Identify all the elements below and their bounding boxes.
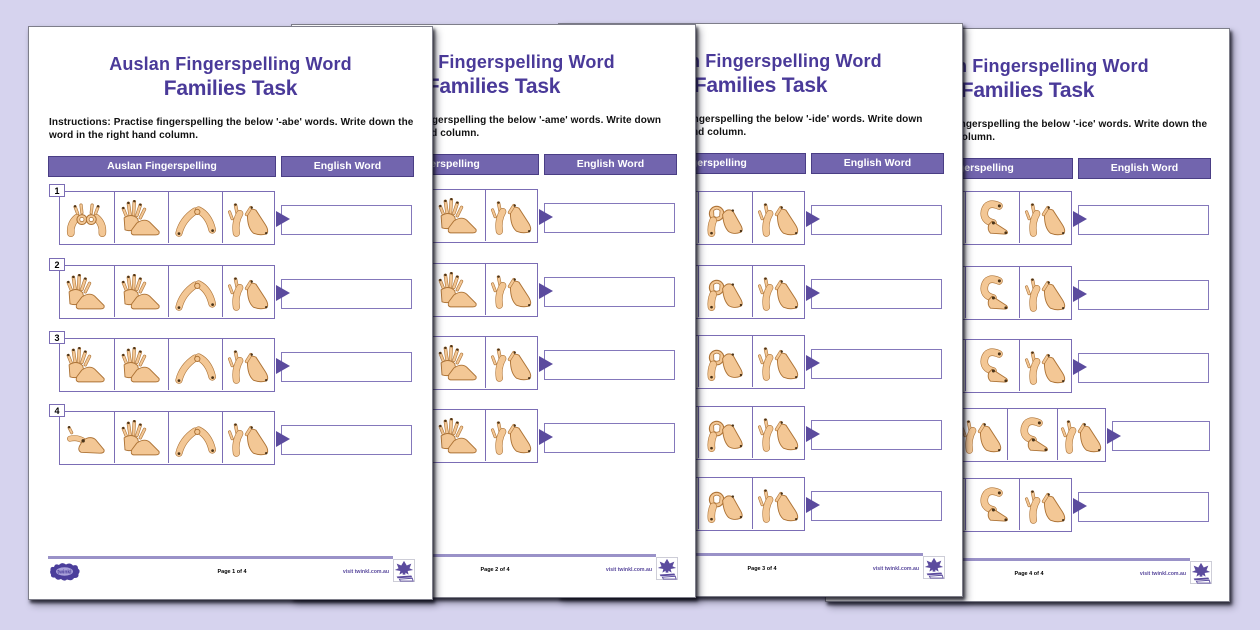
svg-text:twinkl: twinkl <box>57 570 72 576</box>
